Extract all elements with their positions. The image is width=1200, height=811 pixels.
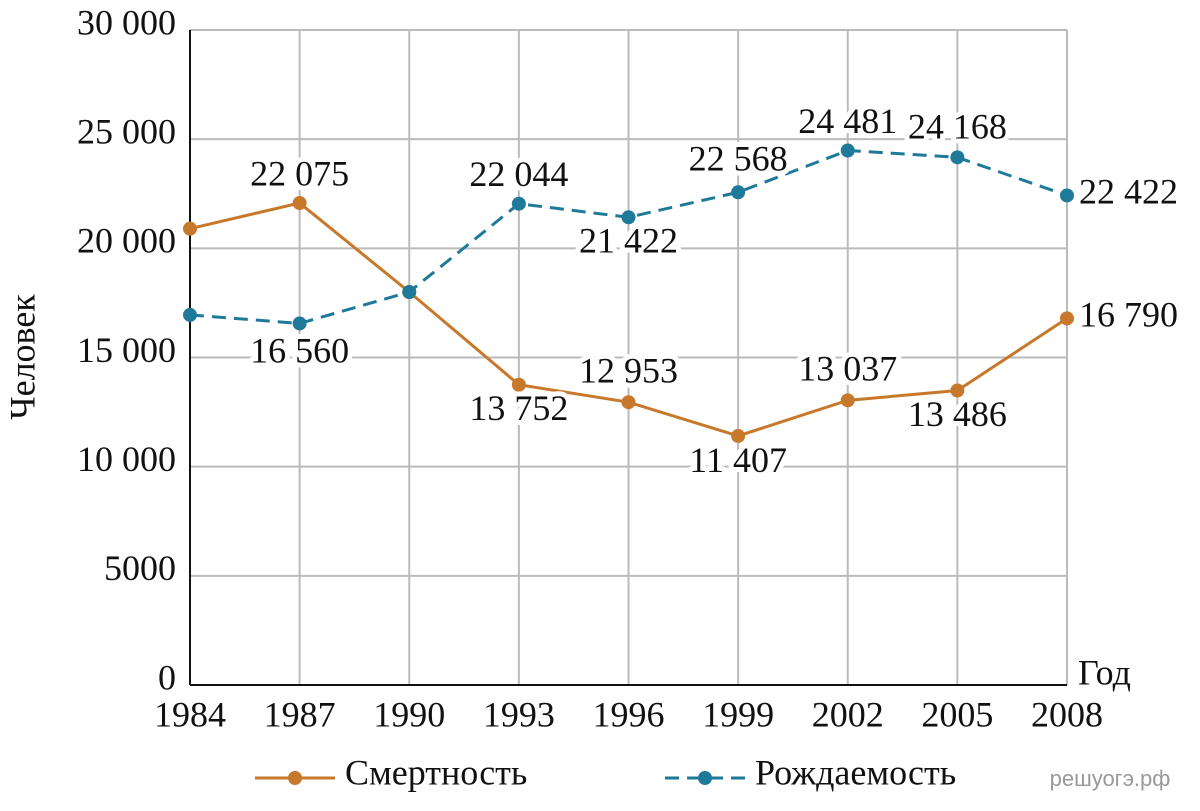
legend-label: Рождаемость [755, 752, 956, 792]
y-tick-label: 15 000 [77, 330, 176, 370]
x-tick-label: 2008 [1031, 694, 1103, 734]
y-tick-label: 10 000 [77, 439, 176, 479]
data-label: 24 168 [908, 107, 1007, 147]
data-label: 11 407 [689, 440, 787, 480]
x-tick-label: 2002 [812, 694, 884, 734]
data-point [1060, 188, 1074, 203]
data-label: 13 486 [908, 394, 1007, 434]
legend-label: Смертность [345, 752, 527, 792]
y-tick-label: 30 000 [77, 2, 176, 42]
data-point [950, 150, 965, 165]
x-axis-label: Год [1078, 652, 1131, 692]
x-tick-label: 1984 [154, 694, 226, 734]
data-point [292, 316, 307, 331]
data-label: 22 075 [250, 153, 349, 193]
data-point [731, 185, 746, 200]
x-tick-label: 1990 [373, 694, 445, 734]
x-tick-label: 1999 [702, 694, 774, 734]
data-label: 21 422 [579, 221, 678, 261]
data-point [511, 196, 526, 211]
data-label: 12 953 [579, 350, 678, 390]
x-tick-label: 2005 [921, 694, 993, 734]
x-tick-label: 1987 [264, 694, 336, 734]
y-tick-label: 25 000 [77, 111, 176, 151]
y-tick-label: 20 000 [77, 221, 176, 261]
y-tick-label: 5000 [104, 548, 176, 588]
data-point [183, 221, 197, 236]
data-label: 22 422 [1079, 172, 1178, 212]
data-point [292, 196, 307, 211]
data-point [840, 393, 855, 408]
data-point [621, 395, 636, 410]
y-axis-label: Человек [2, 294, 42, 420]
data-point [840, 143, 855, 158]
data-label: 24 481 [798, 101, 897, 141]
data-point [1060, 311, 1074, 326]
data-point [731, 428, 746, 443]
x-tick-label: 1993 [483, 694, 555, 734]
legend-marker [698, 771, 712, 785]
data-point [621, 210, 636, 225]
data-point [402, 285, 417, 299]
data-point [183, 307, 197, 322]
data-label: 22 044 [469, 154, 568, 194]
x-tick-label: 1996 [593, 694, 665, 734]
watermark: решуогэ.рф [1050, 766, 1171, 791]
legend-marker [288, 771, 302, 785]
data-label: 13 037 [798, 349, 897, 389]
data-label: 16 790 [1079, 295, 1178, 335]
data-point [950, 383, 965, 398]
data-label: 13 752 [469, 388, 568, 428]
y-tick-label: 0 [158, 657, 176, 697]
data-label: 22 568 [689, 139, 788, 179]
data-point [511, 377, 526, 392]
data-label: 16 560 [250, 331, 349, 371]
